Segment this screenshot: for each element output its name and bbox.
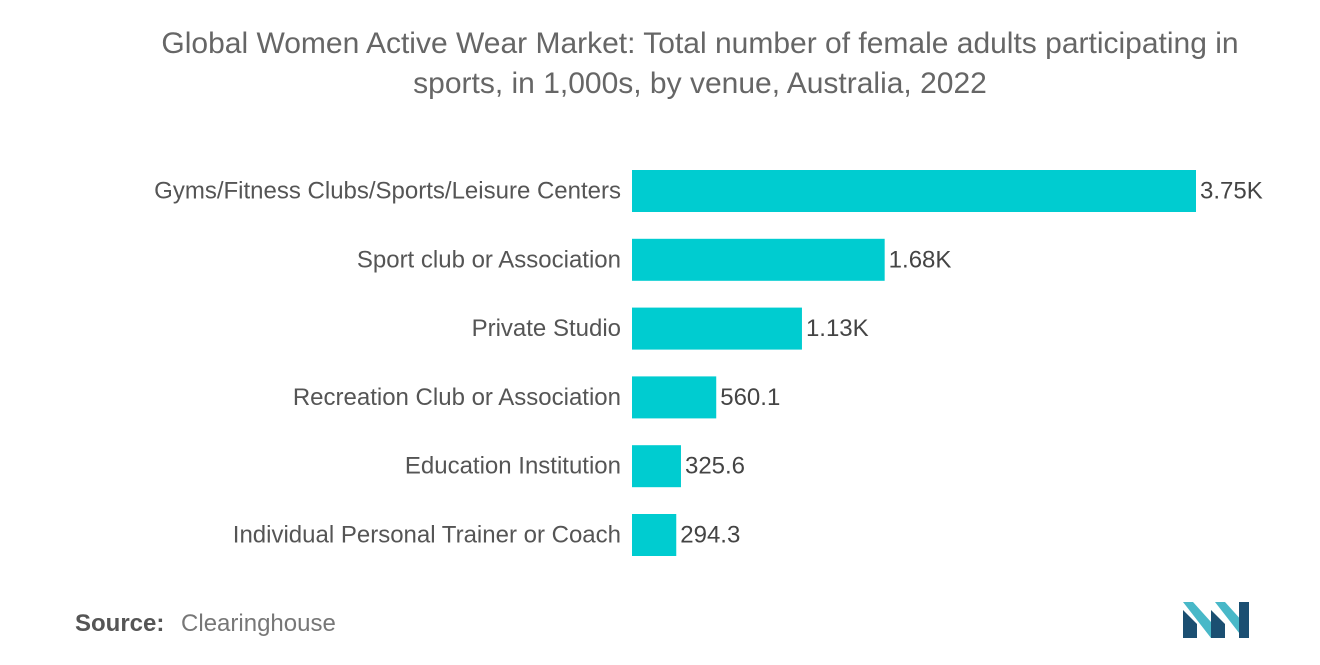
category-label: Sport club or Association bbox=[357, 246, 621, 273]
data-label: 3.75K bbox=[1200, 178, 1263, 205]
bar bbox=[632, 514, 677, 556]
bar-chart: Gyms/Fitness Clubs/Sports/Leisure Center… bbox=[154, 170, 1263, 556]
bar bbox=[632, 445, 681, 488]
data-label: 1.68K bbox=[889, 246, 952, 273]
bar bbox=[632, 170, 1196, 212]
bar bbox=[632, 307, 802, 350]
bar bbox=[632, 376, 717, 419]
category-label: Education Institution bbox=[405, 453, 621, 480]
data-label: 325.6 bbox=[685, 453, 745, 480]
chart-title-line-2: sports, in 1,000s, by venue, Australia, … bbox=[413, 67, 987, 100]
source-text: Clearinghouse bbox=[181, 610, 336, 637]
source-label: Source: bbox=[75, 610, 165, 637]
mordor-intelligence-logo-icon bbox=[1183, 602, 1249, 638]
chart-title: Global Women Active Wear Market: Total n… bbox=[80, 24, 1320, 104]
data-label: 294.3 bbox=[680, 522, 740, 549]
category-label: Private Studio bbox=[472, 315, 621, 342]
data-label: 560.1 bbox=[720, 384, 780, 411]
category-label: Recreation Club or Association bbox=[293, 384, 621, 411]
bar bbox=[632, 238, 885, 281]
data-label: 1.13K bbox=[806, 315, 869, 342]
chart-title-line-1: Global Women Active Wear Market: Total n… bbox=[161, 27, 1239, 60]
source-note: Source: Clearinghouse bbox=[75, 610, 336, 638]
category-label: Gyms/Fitness Clubs/Sports/Leisure Center… bbox=[154, 178, 621, 205]
category-label: Individual Personal Trainer or Coach bbox=[233, 522, 621, 549]
